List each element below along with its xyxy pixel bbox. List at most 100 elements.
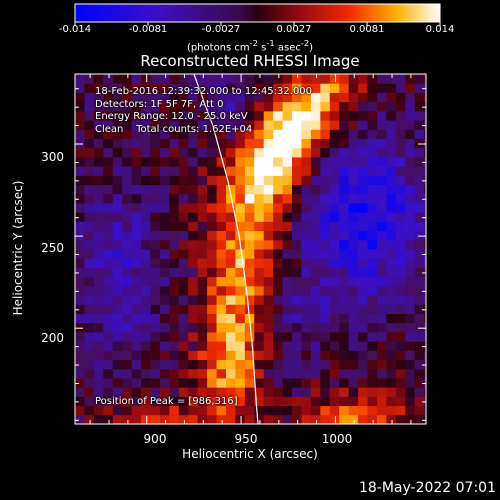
heatmap-cell: [150, 276, 161, 287]
heatmap-cell: [131, 110, 142, 121]
heatmap-cell: [75, 239, 85, 250]
heatmap-cell: [254, 212, 265, 222]
heatmap-cell: [141, 230, 151, 241]
heatmap-cell: [216, 313, 227, 324]
heatmap-cell: [273, 110, 284, 121]
heatmap-cell: [376, 230, 387, 241]
heatmap-cell: [235, 202, 246, 213]
heatmap-cell: [216, 258, 227, 268]
heatmap-cell: [320, 221, 331, 232]
heatmap-cell: [263, 387, 274, 397]
heatmap-cell: [103, 202, 114, 213]
heatmap-cell: [386, 92, 397, 103]
heatmap-cell: [424, 350, 426, 361]
heatmap-cell: [339, 212, 350, 222]
heatmap-cell: [141, 396, 151, 407]
heatmap-cell: [75, 396, 85, 407]
heatmap-cell: [414, 396, 425, 407]
heatmap-cell: [216, 184, 227, 195]
heatmap-cell: [188, 249, 199, 259]
heatmap-cell: [141, 295, 151, 305]
heatmap-cell: [131, 166, 142, 176]
heatmap-cell: [395, 184, 406, 195]
heatmap-cell: [405, 295, 416, 305]
heatmap-cell: [414, 285, 425, 296]
heatmap-cell: [131, 239, 142, 250]
heatmap-cell: [292, 285, 302, 296]
heatmap-cell: [320, 295, 331, 305]
heatmap-cell: [169, 304, 180, 314]
heatmap-cell: [141, 138, 151, 149]
heatmap-cell: [207, 147, 218, 158]
heatmap-cell: [348, 377, 359, 388]
heatmap-cell: [188, 184, 199, 195]
heatmap-cell: [424, 276, 426, 287]
heatmap-cell: [282, 120, 293, 130]
heatmap-cell: [301, 147, 312, 158]
heatmap-cell: [169, 92, 180, 103]
heatmap-cell: [339, 405, 350, 416]
heatmap-cell: [348, 138, 359, 149]
heatmap-cell: [159, 221, 170, 232]
heatmap-cell: [103, 249, 114, 259]
heatmap-cell: [178, 129, 189, 139]
heatmap-cell: [310, 359, 321, 370]
heatmap-cell: [282, 341, 293, 351]
heatmap-cell: [310, 129, 321, 139]
heatmap-cell: [93, 138, 104, 149]
heatmap-cell: [254, 202, 265, 213]
heatmap-cell: [84, 258, 95, 268]
heatmap-cell: [263, 230, 274, 241]
heatmap-cell: [282, 239, 293, 250]
heatmap-cell: [169, 313, 180, 324]
heatmap-cell: [216, 377, 227, 388]
heatmap-cell: [292, 193, 302, 204]
heatmap-cell: [282, 221, 293, 232]
heatmap-cell: [339, 414, 350, 424]
heatmap-cell: [169, 138, 180, 149]
heatmap-cell: [292, 110, 302, 121]
heatmap-cell: [169, 295, 180, 305]
heatmap-cell: [263, 304, 274, 314]
heatmap-cell: [188, 74, 199, 84]
heatmap-cell: [103, 341, 114, 351]
heatmap-cell: [235, 258, 246, 268]
heatmap-cell: [424, 258, 426, 268]
heatmap-cell: [254, 295, 265, 305]
heatmap-cell: [329, 295, 340, 305]
heatmap-cell: [254, 193, 265, 204]
heatmap-cell: [424, 92, 426, 103]
heatmap-cell: [122, 166, 133, 176]
heatmap-cell: [358, 405, 368, 416]
heatmap-cell: [339, 276, 350, 287]
solar-limb-curve: [193, 73, 259, 425]
heatmap-cell: [282, 322, 293, 333]
heatmap-cell: [216, 92, 227, 103]
heatmap-cell: [122, 230, 133, 241]
heatmap-cell: [178, 83, 189, 93]
heatmap-cell: [207, 359, 218, 370]
heatmap-cell: [207, 414, 218, 424]
heatmap-cell: [188, 258, 199, 268]
heatmap-cell: [169, 202, 180, 213]
heatmap-cell: [150, 331, 161, 342]
heatmap-cell: [424, 202, 426, 213]
heatmap-cell: [216, 414, 227, 424]
heatmap-cell: [282, 267, 293, 278]
heatmap-cell: [178, 147, 189, 158]
heatmap-cell: [320, 202, 331, 213]
heatmap-cell: [169, 120, 180, 130]
heatmap-cell: [376, 101, 387, 112]
heatmap-cell: [405, 239, 416, 250]
heatmap-cell: [329, 92, 340, 103]
heatmap-cell: [386, 331, 397, 342]
heatmap-cell: [169, 322, 180, 333]
heatmap-cell: [169, 396, 180, 407]
heatmap-cell: [93, 368, 104, 379]
heatmap-cell: [244, 74, 255, 84]
heatmap-cell: [93, 276, 104, 287]
heatmap-cell: [263, 405, 274, 416]
heatmap-cell: [122, 322, 133, 333]
heatmap-cell: [131, 202, 142, 213]
heatmap-cell: [376, 322, 387, 333]
